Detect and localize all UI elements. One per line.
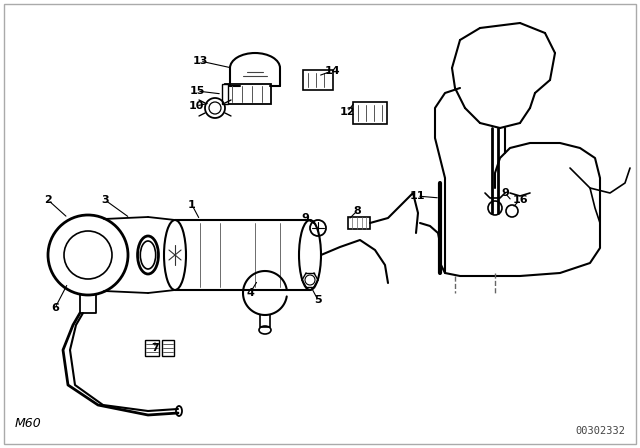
Text: 00302332: 00302332 — [575, 426, 625, 436]
Text: 1: 1 — [188, 200, 196, 210]
Text: 9: 9 — [501, 188, 509, 198]
Bar — [225, 84, 271, 104]
Text: 8: 8 — [353, 206, 361, 216]
Bar — [303, 70, 333, 90]
Ellipse shape — [164, 220, 186, 290]
Text: 9: 9 — [301, 213, 309, 223]
Text: 16: 16 — [512, 195, 528, 205]
Text: 11: 11 — [409, 191, 425, 201]
Text: 5: 5 — [314, 295, 322, 305]
Text: M60: M60 — [15, 417, 42, 430]
Text: 15: 15 — [189, 86, 205, 96]
Text: 10: 10 — [188, 101, 204, 111]
Ellipse shape — [259, 326, 271, 334]
Text: 3: 3 — [101, 195, 109, 205]
Text: 14: 14 — [324, 66, 340, 76]
Ellipse shape — [299, 220, 321, 290]
Circle shape — [64, 231, 112, 279]
Bar — [222, 84, 228, 104]
Circle shape — [506, 205, 518, 217]
Bar — [145, 340, 159, 356]
Text: 13: 13 — [192, 56, 208, 66]
Text: 2: 2 — [44, 195, 52, 205]
Text: 6: 6 — [51, 303, 59, 313]
Bar — [348, 217, 370, 229]
Bar — [353, 102, 387, 124]
Ellipse shape — [176, 406, 182, 416]
Text: 12: 12 — [339, 107, 355, 117]
Circle shape — [48, 215, 128, 295]
Circle shape — [488, 201, 502, 215]
Text: 4: 4 — [246, 288, 254, 298]
Text: 7: 7 — [151, 343, 159, 353]
Bar — [162, 340, 174, 356]
